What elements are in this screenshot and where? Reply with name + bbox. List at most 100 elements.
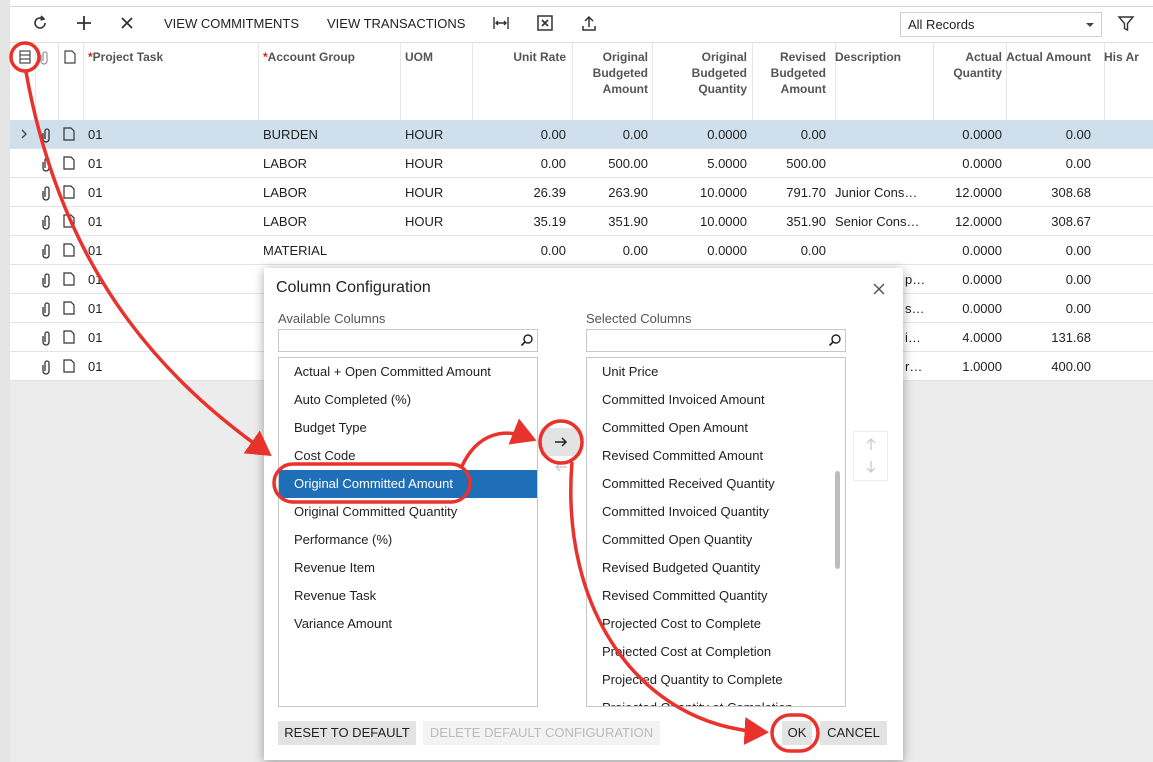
add-column-button[interactable] [541, 428, 581, 456]
selected-item[interactable]: Revised Committed Quantity [602, 588, 768, 603]
column-label: Unit Rate [513, 50, 566, 64]
row-icons[interactable] [15, 120, 85, 148]
selected-item[interactable]: Committed Open Amount [602, 420, 748, 435]
column-separator [472, 42, 473, 120]
move-down-button[interactable] [864, 460, 878, 474]
grid-cell: 01 [88, 185, 103, 200]
column-label: Original Budgeted Quantity [691, 50, 747, 96]
column-header[interactable]: UOM [405, 49, 465, 65]
column-header[interactable]: His Ar [1104, 49, 1149, 65]
available-item[interactable]: Original Committed Quantity [294, 504, 458, 519]
remove-column-button[interactable] [554, 460, 568, 474]
grid-cell: 0.00 [1065, 156, 1091, 171]
available-item[interactable]: Budget Type [294, 420, 367, 435]
grid-cell: 10.0000 [700, 214, 747, 229]
refresh-icon[interactable] [30, 13, 50, 33]
row-icons[interactable] [15, 149, 85, 177]
available-item[interactable]: Variance Amount [294, 616, 393, 631]
grid-cell: 35.19 [533, 214, 566, 229]
column-separator [1006, 42, 1007, 120]
close-button[interactable] [871, 281, 887, 297]
search-icon [828, 334, 841, 347]
available-columns-label: Available Columns [278, 311, 386, 326]
column-configuration-dialog: Column Configuration Available Columns A… [264, 268, 903, 760]
grid-cell: 26.39 [533, 185, 566, 200]
selected-item[interactable]: Projected Quantity at Completion [587, 694, 831, 706]
grid-cell: 400.00 [1051, 359, 1091, 374]
selected-item[interactable]: Projected Cost at Completion [602, 644, 772, 659]
selected-item[interactable]: Committed Received Quantity [602, 476, 775, 491]
required-mark: * [88, 50, 93, 64]
ok-button[interactable]: OK [782, 721, 812, 745]
column-label: Revised Budgeted Amount [770, 50, 826, 96]
grid-cell: 01 [88, 359, 103, 374]
grid-cell: LABOR [263, 185, 308, 200]
filter-icon[interactable] [1116, 14, 1136, 32]
column-separator [35, 42, 36, 120]
column-header[interactable]: Description [835, 49, 930, 65]
selected-item[interactable]: Projected Cost to Complete [602, 616, 761, 631]
column-header[interactable]: Actual Quantity [933, 49, 1002, 81]
required-mark: * [263, 50, 268, 64]
row-icons[interactable] [15, 265, 85, 293]
reset-button[interactable]: RESET TO DEFAULT [278, 721, 416, 745]
grid-cell: 0.00 [800, 127, 826, 142]
available-item[interactable]: Revenue Task [294, 588, 377, 603]
selected-item[interactable]: Committed Invoiced Amount [602, 392, 765, 407]
grid-cell: HOUR [405, 127, 444, 142]
column-header[interactable]: Revised Budgeted Amount [752, 49, 826, 97]
row-icons[interactable] [15, 323, 85, 351]
grid-cell: 0.00 [540, 243, 566, 258]
selected-item[interactable]: Projected Quantity to Complete [602, 672, 783, 687]
grid-cell: HOUR [405, 156, 444, 171]
grid-cell: LABOR [263, 214, 308, 229]
filter-dropdown[interactable] [900, 12, 1102, 37]
available-item[interactable]: Revenue Item [294, 560, 375, 575]
available-item-selected[interactable]: Original Committed Amount [279, 470, 537, 498]
row-icons[interactable] [15, 294, 85, 322]
column-header[interactable]: *Account Group [263, 49, 393, 65]
column-header[interactable]: Actual Amount [1006, 49, 1091, 65]
column-label: Actual Quantity [953, 50, 1002, 80]
column-header[interactable]: Original Budgeted Amount [572, 49, 648, 97]
move-up-button[interactable] [864, 437, 878, 451]
export-excel-icon[interactable] [535, 13, 555, 33]
column-separator [933, 42, 934, 120]
selected-item[interactable]: Committed Open Quantity [602, 532, 753, 547]
grid-cell: 12.0000 [955, 185, 1002, 200]
delete-default-button[interactable]: DELETE DEFAULT CONFIGURATION [423, 721, 660, 745]
available-item[interactable]: Actual + Open Committed Amount [294, 364, 491, 379]
selected-columns-label: Selected Columns [586, 311, 692, 326]
available-item[interactable]: Auto Completed (%) [294, 392, 412, 407]
column-separator [835, 42, 836, 120]
available-search[interactable] [278, 329, 538, 352]
grid-cell: 0.00 [1065, 272, 1091, 287]
upload-icon[interactable] [579, 13, 599, 33]
selected-item[interactable]: Revised Committed Amount [602, 448, 764, 463]
selected-item[interactable]: Unit Price [602, 364, 659, 379]
row-icons[interactable] [15, 236, 85, 264]
grid-cell: 01 [88, 156, 103, 171]
grid-cell: r… [905, 359, 923, 374]
available-item[interactable]: Cost Code [294, 448, 356, 463]
toolbar-button[interactable]: VIEW COMMITMENTS [164, 16, 300, 31]
grid-cell: 0.0000 [962, 156, 1002, 171]
toolbar-button[interactable]: VIEW TRANSACTIONS [327, 16, 466, 31]
column-separator [83, 42, 84, 120]
delete-icon[interactable] [117, 13, 137, 33]
selected-search[interactable] [586, 329, 846, 352]
column-header[interactable]: Original Budgeted Quantity [652, 49, 747, 97]
column-header[interactable]: *Project Task [88, 49, 253, 65]
cancel-button[interactable]: CANCEL [820, 721, 887, 745]
row-icons[interactable] [15, 207, 85, 235]
row-icons[interactable] [15, 178, 85, 206]
selected-columns-list: Unit Price Committed Invoiced Amount Commi… [586, 357, 846, 707]
column-header[interactable]: Unit Rate [472, 49, 566, 65]
add-icon[interactable] [74, 13, 94, 33]
scrollbar[interactable] [835, 471, 840, 569]
selected-item[interactable]: Revised Budgeted Quantity [602, 560, 761, 575]
selected-item[interactable]: Committed Invoiced Quantity [602, 504, 769, 519]
row-icons[interactable] [15, 352, 85, 380]
available-item[interactable]: Performance (%) [294, 532, 393, 547]
fit-columns-icon[interactable] [491, 13, 511, 33]
